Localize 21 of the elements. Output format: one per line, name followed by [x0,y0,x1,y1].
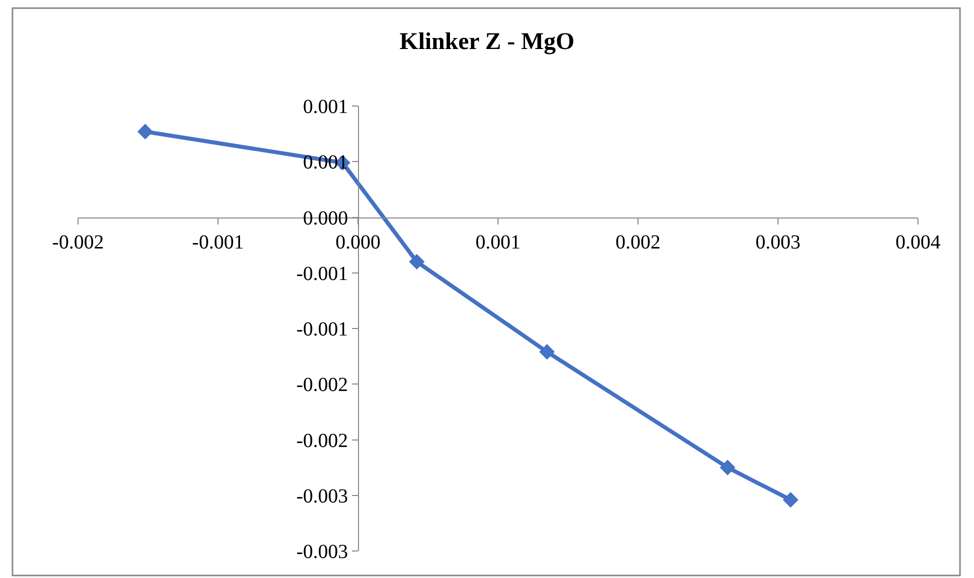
x-tick-label: 0.003 [756,231,800,254]
y-tick-label: -0.003 [296,485,348,508]
x-tick-label: 0.002 [616,231,660,254]
y-tick-label: -0.003 [296,541,348,563]
y-tick-label: 0.000 [303,207,348,230]
y-tick-label: -0.001 [296,318,348,340]
x-tick-label: 0.000 [336,231,380,254]
point [137,124,153,140]
x-tick-label: -0.001 [192,231,244,254]
point [539,344,555,360]
x-tick-label: 0.001 [476,231,520,254]
y-tick-label: -0.001 [296,262,348,285]
point [409,254,425,270]
point [782,492,798,508]
y-tick-label: 0.001 [303,96,348,118]
x-tick-label: -0.002 [52,231,104,254]
x-tick-label: 0.004 [896,231,940,254]
point [720,460,736,476]
chart-title: Klinker Z - MgO [400,28,574,55]
y-tick-label: -0.002 [296,374,348,396]
y-tick-label: -0.002 [296,430,348,452]
